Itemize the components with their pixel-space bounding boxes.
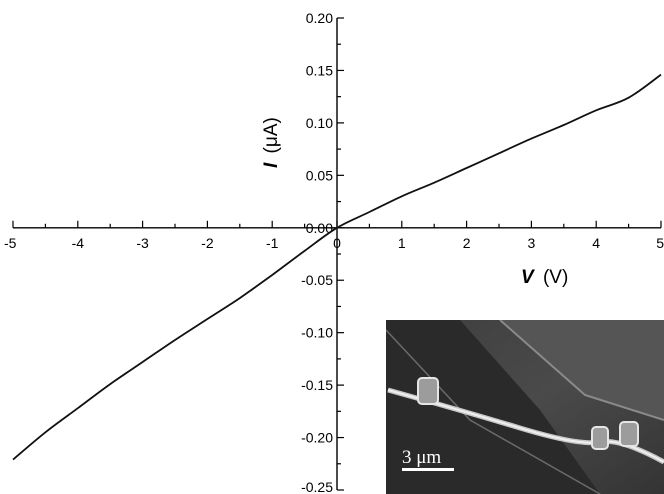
x-axis-title: V (V) xyxy=(521,267,568,288)
y-tick-label: 0.20 xyxy=(306,10,333,26)
x-tick-label: 4 xyxy=(592,235,600,251)
contact-pad-right-2 xyxy=(619,421,639,447)
contact-pad-left xyxy=(417,377,439,405)
y-tick-label: -0.15 xyxy=(301,377,333,393)
y-tick-label: 0.15 xyxy=(306,62,333,78)
y-axis-title: I (μA) xyxy=(261,117,282,168)
y-tick-label: -0.25 xyxy=(301,479,333,494)
y-tick-label: 0.00 xyxy=(306,220,333,236)
y-tick-label: -0.10 xyxy=(301,325,333,341)
y-tick-label: 0.05 xyxy=(306,167,333,183)
x-tick-label: 3 xyxy=(528,235,536,251)
x-tick-label: 2 xyxy=(463,235,471,251)
electrode-right xyxy=(500,320,664,420)
y-tick-labels: 0.20 0.15 0.10 0.05 0.00 -0.05 -0.10 -0.15 -0.20… xyxy=(301,10,333,494)
axis-ticks xyxy=(12,17,662,491)
x-tick-label: -2 xyxy=(201,235,214,251)
x-tick-label: 1 xyxy=(398,235,406,251)
x-tick-label: -3 xyxy=(136,235,149,251)
y-tick-label: -0.20 xyxy=(301,430,333,446)
scale-bar-label: 3 μm xyxy=(402,447,441,468)
contact-pad-right-1 xyxy=(591,426,609,450)
y-tick-label: 0.10 xyxy=(306,115,333,131)
x-tick-label: -5 xyxy=(4,235,17,251)
series-group xyxy=(12,73,662,461)
x-tick-labels: -5 -4 -3 -2 -1 0 1 2 3 4 5 xyxy=(4,235,664,251)
x-tick-label: -4 xyxy=(72,235,85,251)
y-tick-label: -0.05 xyxy=(301,272,333,288)
x-tick-label: 0 xyxy=(333,235,341,251)
scale-bar xyxy=(402,468,454,471)
iv-series-line-0 xyxy=(12,73,662,461)
x-tick-label: -1 xyxy=(266,235,279,251)
electrode-left xyxy=(386,320,600,494)
sem-inset-image: 3 μm xyxy=(386,320,664,494)
x-tick-label: 5 xyxy=(656,235,664,251)
